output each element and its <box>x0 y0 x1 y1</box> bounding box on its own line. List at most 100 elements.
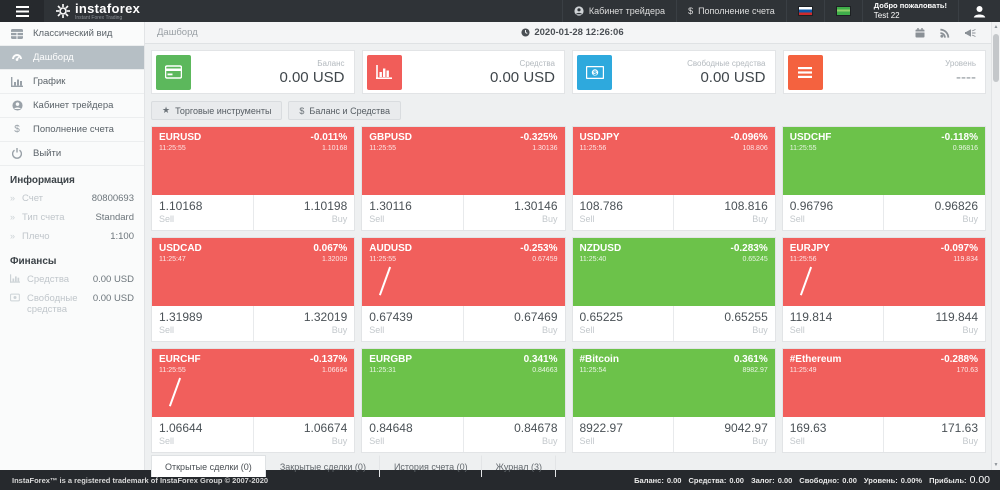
sell-button[interactable]: 1.06644 Sell <box>159 421 203 446</box>
sidebar-item-classic-view[interactable]: Классический вид <box>0 22 144 46</box>
instrument-tile-nzdusd[interactable]: NZDUSD 11:25:40 -0.283% 0.65245 0.65225 Sell… <box>571 237 776 342</box>
sidebar-item-deposit[interactable]: $ Пополнение счета <box>0 118 144 142</box>
instrument-tile-eurusd[interactable]: EURUSD 11:25:55 -0.011% 1.10168 1.10168 Sell… <box>151 126 356 231</box>
stat-card-free-margin: $ Свободные средства 0.00 USD <box>572 50 776 94</box>
tab-closed-trades[interactable]: Закрытые сделки (0) <box>266 455 380 477</box>
tile-price: 1.30136 <box>532 145 558 152</box>
green-flag-icon <box>835 6 851 16</box>
buy-button[interactable]: 9042.97 Buy <box>673 417 775 452</box>
language-russian[interactable] <box>785 0 824 22</box>
balance-value: 0.00 USD <box>279 68 345 86</box>
sell-button[interactable]: 1.31989 Sell <box>159 310 203 335</box>
sell-button[interactable]: 1.30116 Sell <box>369 199 412 224</box>
announcement-button[interactable] <box>965 28 976 38</box>
tab-open-trades[interactable]: Открытые сделки (0) <box>151 455 266 477</box>
sidebar-item-chart[interactable]: График <box>0 70 144 94</box>
tile-symbol: AUDUSD <box>369 243 413 254</box>
sell-button[interactable]: 119.814 Sell <box>789 310 833 335</box>
tile-change: -0.096% <box>730 132 768 143</box>
scroll-down-arrow[interactable]: ▼ <box>993 462 999 468</box>
buy-button[interactable]: 0.84678 Buy <box>462 417 565 452</box>
sidebar-item-label: График <box>33 76 66 87</box>
footer-equity: Средства: 0.00 <box>688 475 744 485</box>
rss-button[interactable] <box>940 28 950 38</box>
tile-symbol: GBPUSD <box>369 132 413 143</box>
tile-symbol: EURCHF <box>159 354 201 365</box>
server-datetime: 2020-01-28 12:26:06 <box>145 27 1000 38</box>
instrument-tile-eurjpy[interactable]: EURJPY 11:25:56 -0.097% 119.834 119.814 Sell… <box>781 237 986 342</box>
stats-row: Баланс 0.00 USD Средства 0.00 USD $ Своб… <box>145 44 1000 94</box>
instrument-tile-ethereum[interactable]: #Ethereum 11:25:49 -0.288% 170.63 169.63 Sel… <box>781 348 986 453</box>
buy-button[interactable]: 1.10198 Buy <box>252 195 355 230</box>
instrument-tile-usdjpy[interactable]: USDJPY 11:25:56 -0.096% 108.806 108.786 Sell… <box>571 126 776 231</box>
buy-button[interactable]: 0.65255 Buy <box>673 306 775 341</box>
sell-button[interactable]: 1.10168 Sell <box>159 199 203 224</box>
free-margin-value: 0.00 USD <box>92 292 134 304</box>
tile-price: 1.10168 <box>321 145 348 152</box>
tile-time: 11:25:54 <box>579 367 607 374</box>
star-icon: ★ <box>162 105 171 115</box>
buy-button[interactable]: 0.67469 Buy <box>462 306 565 341</box>
instrument-tile-usdcad[interactable]: USDCAD 11:25:47 0.067% 1.32009 1.31989 Sell 1… <box>151 237 356 342</box>
hamburger-menu-button[interactable] <box>0 0 44 22</box>
nav-trader-cabinet[interactable]: Кабинет трейдера <box>561 0 676 22</box>
buy-button[interactable]: 1.32019 Buy <box>252 306 355 341</box>
tile-time: 11:25:55 <box>159 145 186 152</box>
instrument-tile-usdchf[interactable]: USDCHF 11:25:55 -0.118% 0.96816 0.96796 Sell… <box>781 126 986 231</box>
breadcrumb[interactable]: Дашборд <box>157 27 198 38</box>
tile-change: -0.288% <box>940 354 978 365</box>
sidebar-item-label: Пополнение счета <box>33 124 114 135</box>
buy-button[interactable]: 1.30146 Buy <box>462 195 565 230</box>
free-margin-value: 0.00 USD <box>700 68 766 86</box>
nav-trader-cabinet-label: Кабинет трейдера <box>588 6 666 16</box>
calendar-button[interactable] <box>915 27 925 38</box>
sell-button[interactable]: 108.786 Sell <box>579 199 623 224</box>
info-row-leverage: » Плечо 1:100 <box>10 230 134 242</box>
sell-button[interactable]: 0.96796 Sell <box>789 199 834 224</box>
instrument-tile-bitcoin[interactable]: #Bitcoin 11:25:54 0.361% 8982.97 8922.97 Sel… <box>571 348 776 453</box>
equity-value: 0.00 USD <box>489 68 555 86</box>
buy-button[interactable]: 0.96826 Buy <box>883 195 985 230</box>
scrollbar-thumb[interactable] <box>993 34 999 82</box>
tile-symbol: EURUSD <box>159 132 202 143</box>
sell-button[interactable]: 169.63 Sell <box>789 421 827 446</box>
user-avatar-button[interactable] <box>958 0 1000 22</box>
scroll-up-arrow[interactable]: ▲ <box>993 24 999 30</box>
instaforex-logo[interactable]: instaforex Instant Forex Trading <box>56 2 140 21</box>
tile-time: 11:25:47 <box>159 256 186 263</box>
bar-chart-icon <box>10 273 20 283</box>
username: Test 22 <box>873 10 900 20</box>
sell-button[interactable]: 0.65225 Sell <box>579 310 623 335</box>
buy-button[interactable]: 171.63 Buy <box>883 417 985 452</box>
language-alt[interactable] <box>823 0 862 22</box>
tile-change: 0.067% <box>313 243 348 254</box>
vertical-scrollbar[interactable]: ▲ ▼ <box>991 22 1000 470</box>
tile-price: 8982.97 <box>742 367 768 374</box>
tab-journal[interactable]: Журнал (3) <box>482 455 557 477</box>
nav-deposit[interactable]: $ Пополнение счета <box>676 0 786 22</box>
instrument-tile-gbpusd[interactable]: GBPUSD 11:25:55 -0.325% 1.30136 1.30116 Sell… <box>361 126 566 231</box>
sidebar-item-logout[interactable]: Выйти <box>0 142 144 166</box>
instrument-tile-eurchf[interactable]: EURCHF 11:25:55 -0.137% 1.06664 1.06644 Sell… <box>151 348 356 453</box>
tile-change: -0.253% <box>520 243 558 254</box>
sell-button[interactable]: 8922.97 Sell <box>579 421 623 446</box>
tab-account-history[interactable]: История счета (0) <box>380 455 482 477</box>
balance-and-equity-button[interactable]: $ Баланс и Средства <box>288 101 401 120</box>
sidebar-item-trader-cabinet[interactable]: Кабинет трейдера <box>0 94 144 118</box>
sell-button[interactable]: 0.84648 Sell <box>369 421 413 446</box>
avatar-icon <box>973 5 986 17</box>
sidebar-item-dashboard[interactable]: Дашборд <box>0 46 144 70</box>
tile-symbol: EURJPY <box>789 243 830 254</box>
buy-button[interactable]: 1.06674 Buy <box>252 417 355 452</box>
dashboard-icon <box>10 53 24 63</box>
trading-instruments-button[interactable]: ★ Торговые инструменты <box>151 101 283 120</box>
instrument-tiles-grid: EURUSD 11:25:55 -0.011% 1.10168 1.10168 Sell… <box>145 126 1000 453</box>
instrument-tile-eurgbp[interactable]: EURGBP 11:25:31 0.341% 0.84663 0.84648 Sell 0… <box>361 348 566 453</box>
buy-button[interactable]: 108.816 Buy <box>673 195 775 230</box>
sell-button[interactable]: 0.67439 Sell <box>369 310 413 335</box>
buy-button[interactable]: 119.844 Buy <box>883 306 985 341</box>
tile-symbol: EURGBP <box>369 354 413 365</box>
instrument-tile-audusd[interactable]: AUDUSD 11:25:55 -0.253% 0.67459 0.67439 Sell… <box>361 237 566 342</box>
tile-time: 11:25:40 <box>579 256 607 263</box>
tile-time: 11:25:55 <box>369 145 396 152</box>
